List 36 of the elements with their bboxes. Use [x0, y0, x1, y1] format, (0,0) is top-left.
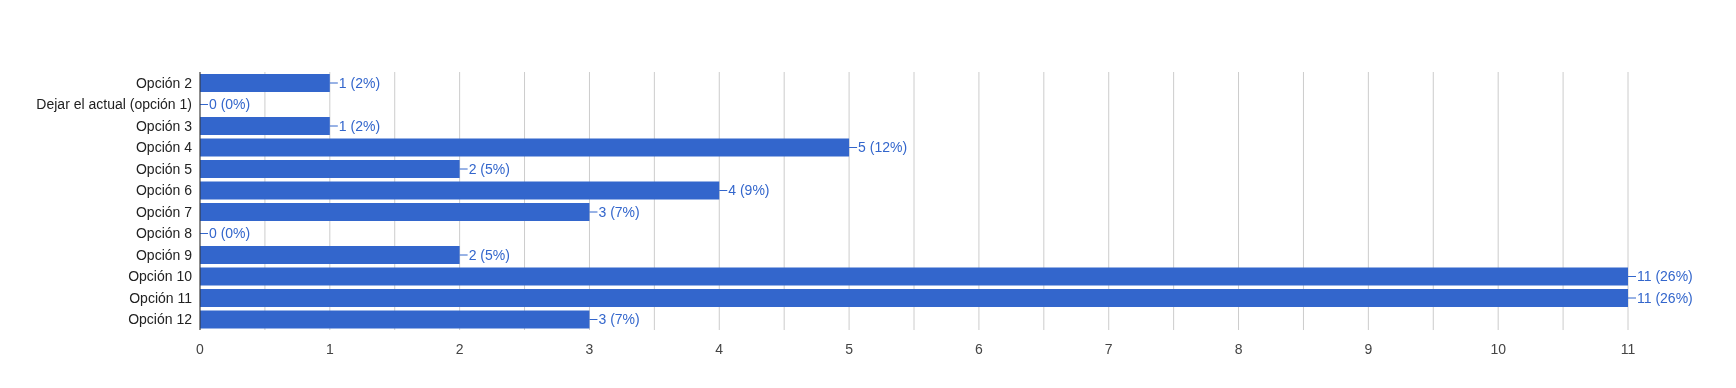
x-tick-label: 6: [975, 340, 984, 357]
y-tick-label: Opción 12: [128, 311, 193, 328]
y-tick-label: Opción 5: [135, 160, 193, 177]
y-tick-label: Opción 6: [135, 182, 193, 199]
data-label: 11 (26%): [1637, 268, 1693, 285]
y-tick-label: Opción 10: [128, 268, 193, 285]
x-tick-label: 2: [455, 340, 464, 357]
data-label: 2 (5%): [468, 246, 510, 263]
data-label: 5 (12%): [858, 139, 908, 156]
x-tick-label: 3: [585, 340, 594, 357]
data-label: 3 (7%): [598, 203, 640, 220]
x-tick-label: 11: [1620, 340, 1636, 357]
y-tick-label: Opción 11: [129, 289, 193, 306]
x-tick-label: 1: [325, 340, 334, 357]
data-label: 3 (7%): [598, 311, 640, 328]
y-tick-label: Dejar el actual (opción 1): [36, 96, 192, 113]
data-label: 11 (26%): [1637, 289, 1693, 306]
y-tick-label: Opción 2: [135, 74, 193, 91]
x-tick-label: 4: [715, 340, 724, 357]
x-tick-label: 7: [1104, 340, 1113, 357]
data-label: 2 (5%): [468, 160, 510, 177]
y-tick-label: Opción 9: [135, 246, 193, 263]
x-tick-label: 0: [196, 340, 205, 357]
x-tick-label: 8: [1234, 340, 1243, 357]
data-label: 0 (0%): [209, 225, 251, 242]
data-label: 1 (2%): [338, 74, 381, 91]
y-tick-label: Opción 8: [135, 225, 193, 242]
data-label: 4 (9%): [728, 182, 770, 199]
y-tick-label: Opción 3: [135, 117, 193, 134]
x-tick-label: 9: [1364, 340, 1373, 357]
x-tick-label: 5: [845, 340, 854, 357]
data-label: 0 (0%): [209, 96, 251, 113]
x-tick-label: 10: [1490, 340, 1507, 357]
y-tick-label: Opción 4: [135, 139, 193, 156]
data-label: 1 (2%): [338, 117, 381, 134]
y-tick-label: Opción 7: [135, 203, 193, 220]
